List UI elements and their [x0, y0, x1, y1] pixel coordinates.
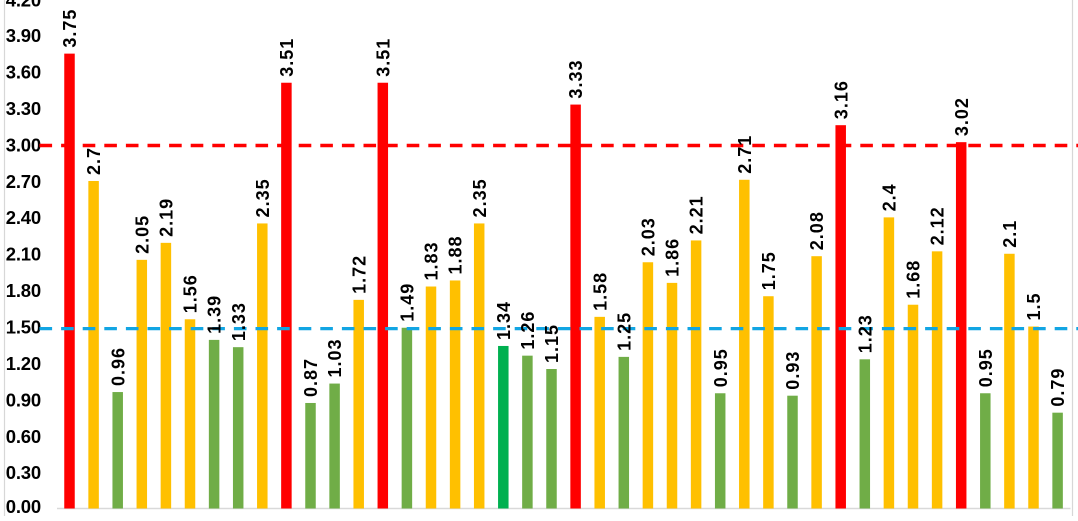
svg-text:1.5: 1.5 [1024, 293, 1044, 321]
svg-text:2.08: 2.08 [807, 211, 827, 250]
svg-text:3.51: 3.51 [373, 38, 393, 77]
svg-text:1.75: 1.75 [759, 251, 779, 290]
svg-text:3.90: 3.90 [6, 25, 41, 46]
svg-text:4.20: 4.20 [6, 0, 41, 10]
svg-text:1.15: 1.15 [542, 324, 562, 363]
svg-text:1.72: 1.72 [349, 255, 369, 294]
svg-text:0.30: 0.30 [6, 462, 41, 483]
svg-text:3.16: 3.16 [831, 80, 851, 119]
svg-text:2.19: 2.19 [157, 198, 177, 237]
svg-text:1.03: 1.03 [325, 339, 345, 378]
svg-text:0.87: 0.87 [301, 358, 321, 397]
svg-text:0.95: 0.95 [711, 348, 731, 387]
svg-text:1.25: 1.25 [614, 312, 634, 351]
svg-text:3.51: 3.51 [277, 38, 297, 77]
svg-text:0.60: 0.60 [6, 426, 41, 447]
svg-text:2.40: 2.40 [6, 207, 41, 228]
svg-text:2.71: 2.71 [735, 135, 755, 174]
svg-text:1.83: 1.83 [422, 241, 442, 280]
svg-text:1.34: 1.34 [494, 301, 514, 340]
svg-text:1.56: 1.56 [181, 274, 201, 313]
svg-text:3.30: 3.30 [6, 98, 41, 119]
svg-text:2.4: 2.4 [880, 183, 900, 211]
svg-text:2.21: 2.21 [687, 195, 707, 234]
svg-text:1.88: 1.88 [446, 235, 466, 274]
svg-text:1.58: 1.58 [590, 272, 610, 311]
svg-text:2.7: 2.7 [84, 147, 104, 175]
svg-text:1.20: 1.20 [6, 353, 41, 374]
svg-text:1.26: 1.26 [518, 311, 538, 350]
svg-text:2.70: 2.70 [6, 171, 41, 192]
svg-text:1.39: 1.39 [205, 295, 225, 334]
svg-text:0.90: 0.90 [6, 389, 41, 410]
svg-text:2.10: 2.10 [6, 244, 41, 265]
svg-text:3.33: 3.33 [566, 60, 586, 99]
svg-text:1.50: 1.50 [6, 317, 41, 338]
svg-text:0.96: 0.96 [108, 347, 128, 386]
svg-text:0.00: 0.00 [6, 496, 41, 516]
svg-text:3.02: 3.02 [952, 97, 972, 136]
svg-text:0.79: 0.79 [1048, 368, 1068, 407]
svg-text:1.68: 1.68 [904, 260, 924, 299]
svg-text:2.03: 2.03 [639, 217, 659, 256]
svg-text:0.95: 0.95 [976, 348, 996, 387]
svg-text:3.75: 3.75 [60, 9, 80, 48]
svg-text:1.49: 1.49 [398, 283, 418, 322]
svg-text:2.1: 2.1 [1000, 220, 1020, 248]
svg-text:1.33: 1.33 [229, 302, 249, 341]
svg-text:2.35: 2.35 [253, 178, 273, 217]
svg-text:2.12: 2.12 [928, 206, 948, 245]
svg-text:0.93: 0.93 [783, 351, 803, 390]
svg-text:2.05: 2.05 [132, 215, 152, 254]
svg-text:2.35: 2.35 [470, 178, 490, 217]
svg-text:1.23: 1.23 [855, 314, 875, 353]
svg-text:3.60: 3.60 [6, 62, 41, 83]
svg-text:1.86: 1.86 [663, 238, 683, 277]
svg-text:3.00: 3.00 [6, 134, 41, 155]
svg-text:1.80: 1.80 [6, 280, 41, 301]
